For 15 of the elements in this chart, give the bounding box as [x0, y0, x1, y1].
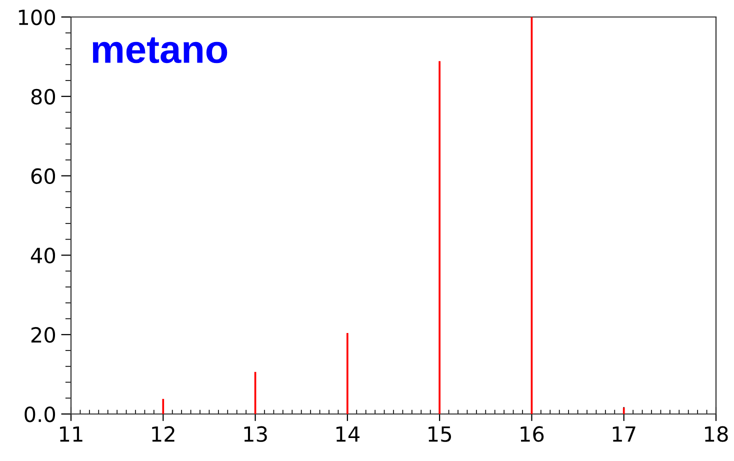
y-tick-label: 100 [18, 9, 56, 26]
y-tick-label: 40 [30, 248, 56, 264]
y-tick-label: 0.0 [24, 406, 56, 422]
x-tick-label: 14 [336, 426, 360, 442]
x-tick-label: 17 [612, 426, 636, 442]
y-tick-label: 20 [31, 327, 56, 343]
y-tick-label: 60 [31, 168, 56, 184]
x-tick-label: 11 [60, 426, 82, 442]
x-tick-label: 16 [520, 426, 544, 442]
chart-title: metano [92, 37, 228, 64]
x-tick-label: 12 [152, 426, 174, 442]
y-tick-label: 80 [31, 88, 56, 105]
x-tick-label: 13 [244, 426, 267, 442]
x-tick-label: 18 [705, 426, 728, 442]
x-tick-label: 15 [428, 426, 452, 442]
